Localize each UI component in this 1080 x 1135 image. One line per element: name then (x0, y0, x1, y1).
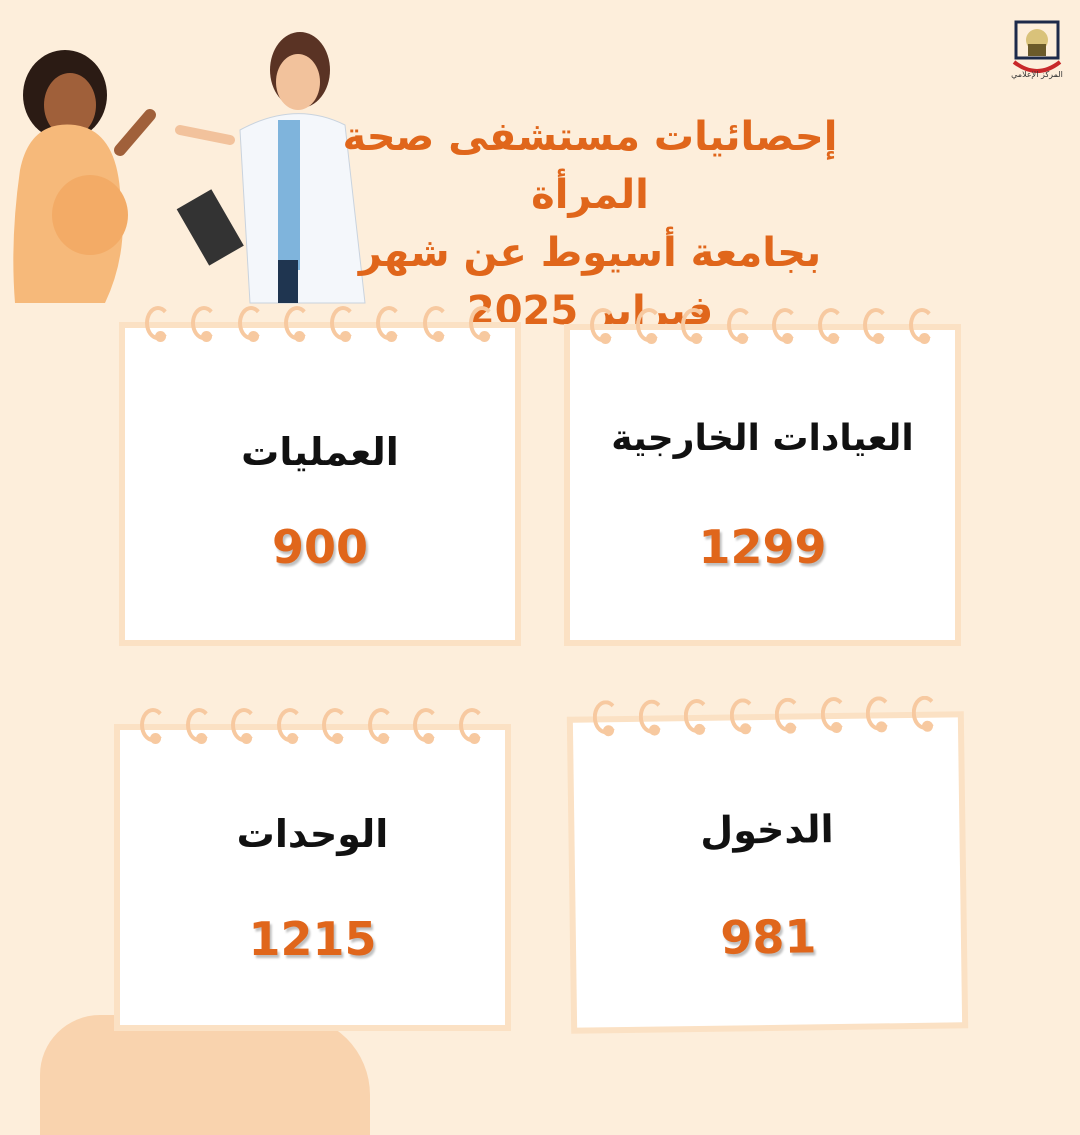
notebook-ring (237, 306, 264, 342)
notebook-ring (145, 306, 171, 342)
logo-text: المركز الإعلامي (1011, 70, 1063, 79)
notebook-ring (817, 308, 844, 344)
notebook-ring (322, 708, 349, 744)
stat-card-outpatient: العيادات الخارجية 1299 (570, 308, 955, 640)
notebook-ring (413, 708, 440, 744)
stat-card-admissions: الدخول 981 (572, 695, 963, 1028)
notebook-ring (683, 698, 711, 734)
pregnant-woman-illustration (13, 50, 156, 303)
stat-card-units: الوحدات 1215 (120, 708, 505, 1025)
notebook-ring (330, 306, 357, 342)
notebook-ring (820, 696, 847, 732)
notebook-ring (774, 697, 802, 732)
title-line-2: بجامعة أسيوط عن شهر (358, 230, 822, 276)
notebook-ring (638, 699, 665, 734)
notebook-ring (863, 308, 890, 344)
doctor-illustration (175, 32, 366, 304)
card-label: الدخول (699, 807, 834, 853)
card-value: 900 (271, 520, 369, 574)
notebook-ring (231, 708, 258, 744)
notebook-rings (590, 308, 935, 348)
card-value: 1299 (698, 520, 827, 574)
notebook-ring (283, 306, 310, 342)
notebook-ring (635, 308, 662, 344)
notebook-ring (908, 308, 935, 344)
notebook-ring (276, 708, 303, 744)
doctor-patient-illustration (13, 32, 366, 304)
notebook-ring (865, 696, 893, 731)
notebook-ring (772, 308, 799, 344)
card-value: 981 (720, 909, 817, 965)
stat-card-operations: العمليات 900 (125, 306, 515, 640)
notebook-ring (367, 708, 394, 744)
notebook-rings (145, 306, 495, 346)
notebook-ring (590, 308, 616, 344)
page-title: إحصائيات مستشفى صحة المرأة بجامعة أسيوط … (330, 108, 850, 340)
card-label: العيادات الخارجية (611, 418, 914, 459)
notebook-ring (376, 306, 403, 342)
title-line-1: إحصائيات مستشفى صحة المرأة (342, 114, 838, 218)
notebook-ring (458, 708, 485, 744)
card-value: 1215 (248, 912, 377, 966)
card-label: العمليات (241, 430, 399, 474)
notebook-rings (140, 708, 485, 748)
notebook-ring (185, 708, 212, 744)
notebook-ring (729, 698, 756, 733)
notebook-ring (592, 700, 620, 735)
notebook-rings (592, 695, 939, 741)
card-label: الوحدات (236, 812, 389, 856)
notebook-ring (726, 308, 753, 344)
notebook-ring (468, 306, 495, 342)
notebook-ring (140, 708, 166, 744)
media-center-logo (1012, 20, 1062, 73)
notebook-ring (422, 306, 449, 342)
notebook-ring (681, 308, 708, 344)
notebook-ring (911, 695, 938, 730)
decorative-blob (40, 1015, 370, 1135)
notebook-ring (191, 306, 218, 342)
